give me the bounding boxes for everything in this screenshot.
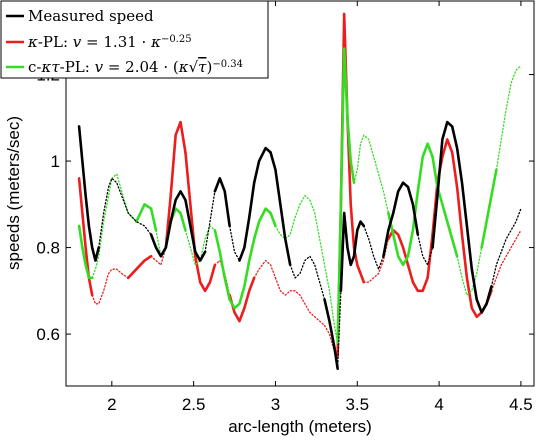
x-tick-label: 4 bbox=[434, 395, 443, 414]
series-line-segment bbox=[417, 233, 434, 266]
x-tick-label: 2.5 bbox=[182, 395, 206, 414]
legend-box bbox=[0, 0, 269, 79]
series-line-segment bbox=[77, 125, 101, 262]
series-line-segment bbox=[238, 146, 272, 262]
y-axis-label: speeds (meters/sec) bbox=[4, 116, 23, 270]
series-line-segment bbox=[336, 47, 356, 345]
legend: Measured speed κ-PL: v = 1.31 · κ−0.25 c… bbox=[0, 0, 269, 79]
series-line-segment bbox=[126, 254, 153, 280]
x-tick-label: 3.5 bbox=[345, 395, 369, 414]
series-line-segment bbox=[406, 142, 434, 258]
legend-kappa-pl-text: κ-PL: v = 1.31 · κ−0.25 bbox=[27, 33, 192, 51]
x-tick-label: 2 bbox=[107, 395, 116, 414]
legend-label-measured: Measured speed bbox=[28, 7, 154, 25]
series-line-segment bbox=[470, 267, 493, 314]
series-0 bbox=[77, 120, 522, 371]
series-layer bbox=[77, 12, 522, 371]
series-line-segment bbox=[406, 233, 434, 293]
series-line-segment bbox=[135, 203, 158, 232]
series-line-segment bbox=[382, 181, 420, 258]
series-line-segment bbox=[431, 120, 474, 271]
x-tick-label: 4.5 bbox=[509, 395, 533, 414]
series-line-segment bbox=[456, 246, 483, 296]
series-line-segment bbox=[213, 177, 231, 228]
series-line-segment bbox=[323, 298, 339, 371]
legend-label-c-kappa-tau-pl: c-κτ-PL: v = 2.04 · (κ√τ)−0.34 bbox=[28, 58, 243, 76]
series-line-segment bbox=[253, 259, 277, 279]
series-line-segment bbox=[387, 211, 410, 267]
series-line-segment bbox=[213, 228, 231, 301]
series-line-segment bbox=[184, 151, 202, 284]
series-line-segment bbox=[289, 264, 296, 279]
series-line-segment bbox=[164, 120, 187, 249]
series-line-segment bbox=[252, 207, 277, 241]
series-line-segment bbox=[91, 268, 129, 305]
plot-frame bbox=[65, 0, 535, 387]
series-line-segment bbox=[98, 177, 152, 249]
y-tick-label: 0.6 bbox=[36, 325, 60, 344]
legend-label-kappa-pl: κ-PL: v = 1.31 · κ−0.25 bbox=[27, 33, 192, 51]
series-line-segment bbox=[77, 224, 94, 280]
series-line-segment bbox=[480, 168, 498, 249]
series-line-segment bbox=[269, 151, 292, 267]
series-line-segment bbox=[204, 190, 216, 253]
legend-c-kappa-tau-pl-text: c-κτ-PL: v = 2.04 · (κ√τ)−0.34 bbox=[28, 58, 243, 76]
series-line-segment bbox=[294, 255, 326, 301]
series-line-segment bbox=[274, 277, 339, 357]
series-line-segment bbox=[91, 177, 113, 279]
series-line-segment bbox=[150, 246, 167, 266]
series-line-segment bbox=[149, 190, 207, 262]
series-line-segment bbox=[77, 177, 94, 297]
x-axis-label: arc-length (meters) bbox=[228, 417, 372, 436]
series-line-segment bbox=[339, 211, 366, 293]
x-axis: 2 2.5 3 3.5 4 4.5 bbox=[107, 1, 533, 414]
series-line-segment bbox=[363, 225, 385, 270]
series-line-segment bbox=[490, 207, 522, 288]
series-line-segment bbox=[490, 229, 522, 292]
series-line-segment bbox=[228, 276, 256, 323]
series-line-segment bbox=[495, 65, 522, 171]
y-tick-label: 1 bbox=[51, 152, 60, 171]
y-tick-label: 0.8 bbox=[36, 239, 60, 258]
series-line-segment bbox=[228, 237, 256, 310]
series-line-segment bbox=[336, 290, 342, 370]
series-line-segment bbox=[198, 263, 217, 293]
series-line-segment bbox=[353, 134, 390, 214]
series-line-segment bbox=[431, 155, 459, 258]
x-tick-label: 3 bbox=[271, 395, 280, 414]
